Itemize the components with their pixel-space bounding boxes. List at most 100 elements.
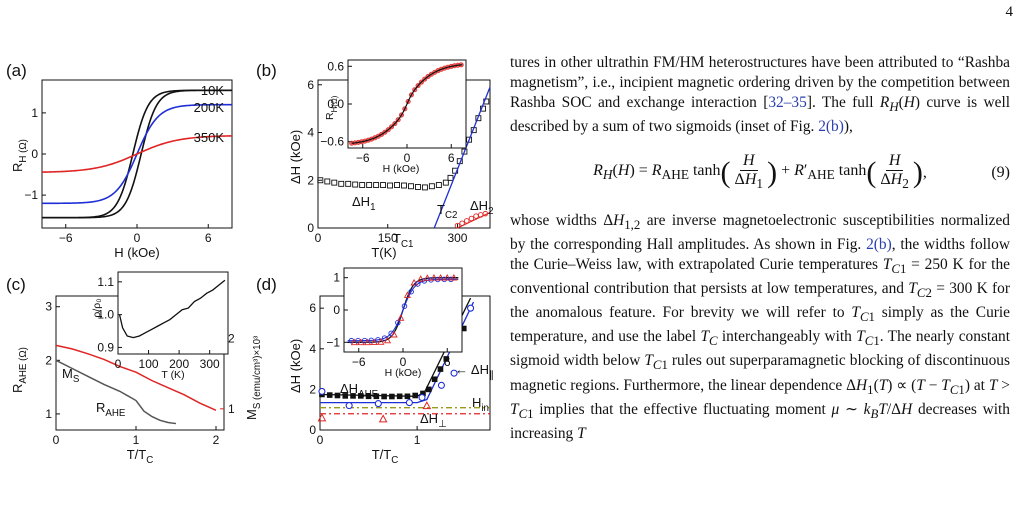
panel-b-inset-ytick-label: −0.6 [320,135,344,149]
panel-c-ylabel: RAHE (Ω) [10,347,29,393]
panel-c-curve-ms [55,344,217,411]
panel-d-xlabel: T/TC [372,447,399,466]
panel-b-point-dh1 [366,182,373,188]
panel-d-point-par [345,402,353,410]
panel-b-label-dh1: ΔH1 [352,194,376,213]
panel-d-point-par [467,304,475,312]
panel-a-xtick-label: 6 [205,231,212,245]
panel-label-c: (c) [6,275,26,294]
panel-d-point-perp [422,401,432,410]
panel-b-point-dh1 [359,182,366,188]
panel-b-point-dh1 [421,184,428,191]
panel-d-widths-normalized: 0 1 0 2 4 6 T/TC ΔH (kOe) ΔHAHE ← ΔH∥ Hin ΔH⊥ −6 0 6 −1… [288,267,494,466]
citation-link[interactable]: 32–35 [768,94,807,111]
panel-c-label-ms: MS [62,366,80,385]
panel-d-label-hin: Hin [472,395,489,414]
panel-a-xtick-label: 0 [134,231,141,245]
panel-d-point-perp [317,413,327,422]
panel-c-inset-ytick-label: 1.1 [97,275,114,289]
panel-d-point-par [418,393,426,402]
panel-b-ytick-label: 0 [307,221,314,235]
panel-b-point-dh1 [387,182,394,189]
panel-d-point-ahe [358,393,364,399]
panel-a-hall-loops: −6 0 6 −1 0 1 H (kOe) RH (Ω) 10K 200K 350K [10,79,233,260]
panel-d-inset-xlabel: H (kOe) [385,367,422,379]
panel-d-inset-point-par [421,278,428,284]
panel-b-label-dh2: ΔH2 [470,198,494,217]
page-number: 4 [1005,4,1014,20]
panel-d-inset-point-perp [390,330,398,338]
panel-d-ylabel: ΔH (kOe) [288,339,303,393]
panel-c-xtick-label: 1 [133,433,140,447]
panel-a-curve-return-10K [41,89,233,219]
panel-b-point-dh1 [452,167,459,174]
panel-b-point-dh1 [317,177,324,184]
panel-c-ytick2-label: 2 [228,331,235,345]
panel-b-point-dh2 [473,213,479,219]
panel-b-inset-fit [351,64,463,144]
panel-d-inset-point-perp [364,338,372,346]
panel-c-inset-curve [118,279,226,339]
panel-b-point-dh1 [331,179,338,186]
panel-d-point-par [405,399,413,407]
panel-d-point-par [437,381,445,389]
panel-c-ytick2-label: 1 [228,402,235,416]
panel-b-inset-xtick-label: −6 [356,151,370,165]
panel-d-ytick-label: 0 [309,423,316,437]
panel-d-inset-point-perp [437,273,445,281]
panel-a-ylabel: RH (Ω) [10,139,29,172]
panel-c-label-rahe: RAHE [96,400,126,419]
panel-d-point-par [374,400,382,408]
panel-d-point-ahe [326,392,333,398]
panel-d-xtick-label: 0 [317,433,324,447]
panel-b-point-dh1 [408,183,414,190]
panel-c-inset-xtick-label: 100 [139,357,159,371]
panel-c-inset-ylabel: ρ/ρ₀ [91,298,103,317]
panel-d-point-ahe [389,393,395,400]
panel-b-point-dh1 [428,183,435,190]
panel-c-ytick-label: 1 [45,407,52,421]
panel-b-point-dh1 [401,182,407,189]
panel-b-inset-ytick-label: 0.6 [327,59,344,73]
panel-d-point-ahe [373,393,380,400]
panel-d-xtick-label: 1 [414,433,421,447]
panel-b-xtick-label: 0 [315,231,322,245]
panel-b-inset-xtick-label: 0 [404,151,411,165]
panel-b-ytick-label: 2 [307,173,314,187]
panel-b-inset-ytick-label: 0.0 [327,97,344,111]
panel-d-point-ahe [342,393,349,399]
panel-d-point-par [450,369,458,377]
panel-b-point-dh1 [352,181,359,188]
panel-b-xtick-label: 150 [378,231,398,245]
panel-b-point-dh1 [466,136,473,143]
panel-c-ytick-label: 3 [45,300,52,314]
panel-c-inset-xlabel: T (K) [161,369,184,381]
panel-b-point-dh1 [447,174,454,181]
panel-b-point-dh1 [461,148,468,155]
figure-link-2[interactable]: 2(b) [866,236,892,254]
panel-a-legend-350K: 350K [194,130,225,145]
panel-a-ytick-label: 0 [31,147,38,161]
panel-d-inset-point-perp [370,338,378,346]
panel-c-curve-rahe [55,359,177,425]
panel-c-xtick-label: 0 [53,433,60,447]
panel-c-inset-xtick-label: 300 [200,357,220,371]
panel-d-inset-point-perp [397,314,405,321]
panel-d-inset-point-par [434,276,441,283]
panel-c-inset-ytick-label: 1.0 [97,308,114,322]
panel-d-inset-point-par [401,303,408,309]
panel-d-label-perp: ΔH⊥ [420,411,447,430]
panel-a-legend-10K: 10K [201,83,224,98]
panel-b-inset-ylabel: RH(Ω) [324,95,339,120]
panel-c-xlabel: T/TC [127,447,154,466]
panel-b-point-dh1 [394,182,400,188]
figure-link[interactable]: 2(b) [818,118,844,136]
panel-d-inset-point-perp [417,275,425,282]
panel-label-a: (a) [6,61,27,80]
panel-d-ytick-label: 6 [309,301,316,315]
panel-b-ylabel: ΔH (kOe) [288,130,303,184]
panel-a-xlabel: H (kOe) [114,245,160,260]
panel-d-inset-xtick-label: −6 [352,355,366,369]
